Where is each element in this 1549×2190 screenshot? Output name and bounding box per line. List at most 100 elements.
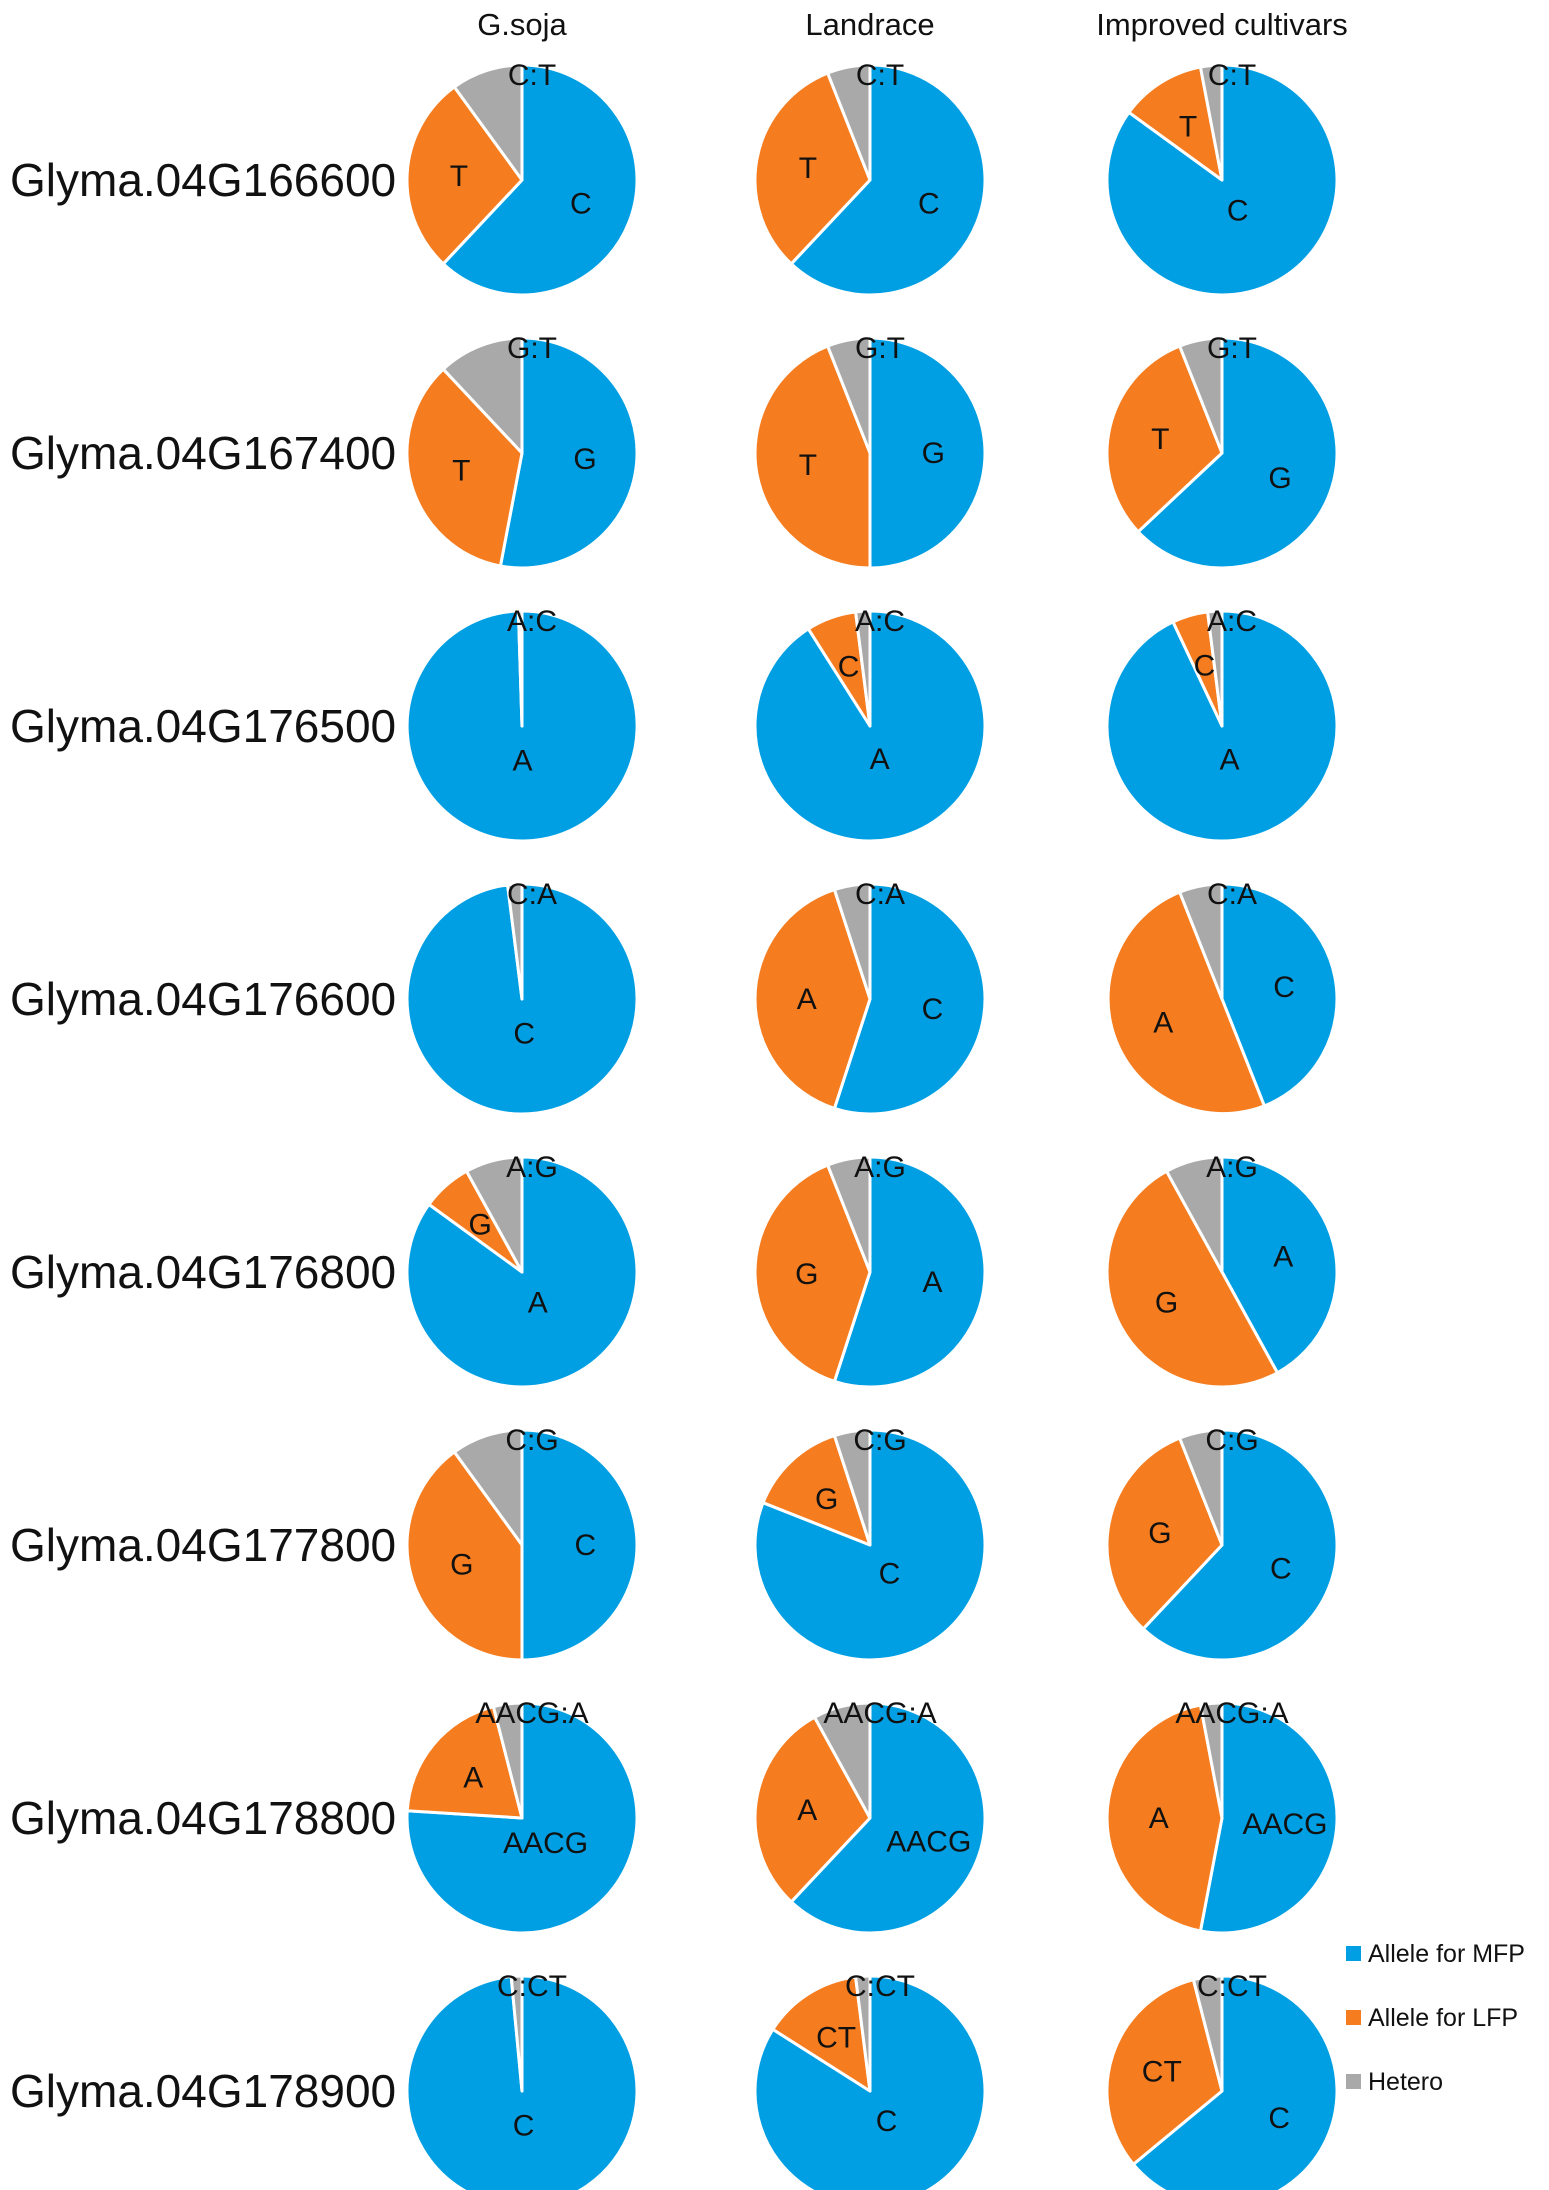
slice-hetero — [854, 609, 872, 728]
gene-label: Glyma.04G166600 — [10, 154, 396, 206]
slice-label-mfp: C — [876, 2105, 898, 2138]
slice-lfp — [771, 1975, 872, 2093]
slice-mfp — [832, 1155, 987, 1389]
slice-label-mfp: C — [513, 2110, 535, 2143]
slice-lfp — [753, 888, 872, 1110]
slice-hetero — [1178, 1428, 1224, 1547]
slice-label-hetero: C:A — [1207, 878, 1257, 911]
pie-gsoja: A G A:G — [405, 1151, 639, 1389]
pie-gsoja: G T G:T — [405, 332, 639, 570]
slice-label-mfp: C — [1273, 971, 1295, 1004]
pie-improved: C T C:T — [1105, 59, 1339, 297]
gene-label: Glyma.04G178800 — [10, 1792, 396, 1844]
slice-label-hetero: C:T — [508, 59, 556, 92]
slice-lfp — [1127, 65, 1224, 182]
slice-label-hetero: C:T — [856, 59, 904, 92]
slice-label-hetero: A:G — [1206, 1151, 1258, 1184]
gene-row: Glyma.04G176600 C C:A C A C:A C A C:A — [10, 878, 1339, 1116]
slice-label-mfp: C — [574, 1529, 596, 1562]
slice-label-lfp: G — [1148, 1517, 1171, 1550]
legend-swatch-mfp — [1346, 1946, 1361, 1961]
legend: Allele for MFP Allele for LFP Hetero — [1346, 1940, 1525, 2096]
slice-label-mfp: G — [922, 437, 945, 470]
pie-gsoja: A A:C — [405, 605, 639, 843]
slice-label-lfp: T — [1179, 111, 1197, 144]
slice-label-lfp: A — [797, 1794, 817, 1827]
slice-label-hetero: AACG:A — [823, 1697, 936, 1730]
slice-label-mfp: AACG — [1242, 1808, 1327, 1841]
slice-label-hetero: AACG:A — [1175, 1697, 1288, 1730]
slice-hetero — [813, 1701, 872, 1820]
slice-label-mfp: AACG — [886, 1825, 971, 1858]
gene-label: Glyma.04G177800 — [10, 1519, 396, 1571]
pie-improved: AACG A AACG:A — [1105, 1697, 1339, 1935]
slice-label-lfp: T — [799, 152, 817, 185]
slice-mfp — [1105, 63, 1339, 297]
legend-swatch-lfp — [1346, 2010, 1361, 2025]
gene-row: Glyma.04G176800 A G A:G A G A:G A G A:G — [10, 1151, 1339, 1389]
pie-gsoja: C C:CT — [405, 1970, 639, 2190]
slice-label-hetero: AACG:A — [475, 1697, 588, 1730]
pie-gsoja: C T C:T — [405, 59, 639, 297]
slice-label-hetero: A:C — [855, 605, 905, 638]
gene-row: Glyma.04G178900 C C:CT C CT C:CT C CT C:CT — [10, 1970, 1339, 2190]
slice-lfp — [753, 71, 872, 266]
slice-mfp — [1136, 336, 1339, 570]
slice-hetero — [441, 336, 524, 455]
slice-mfp — [1198, 1701, 1339, 1935]
slice-mfp — [1220, 1155, 1339, 1375]
slice-hetero — [452, 1428, 524, 1547]
slice-mfp — [1220, 882, 1339, 1108]
slice-mfp — [832, 882, 987, 1116]
slice-mfp — [868, 336, 987, 570]
slice-hetero — [854, 1974, 872, 2093]
slice-lfp — [1105, 1978, 1224, 2166]
column-header-gsoja: G.soja — [477, 7, 567, 42]
slice-label-lfp: G — [795, 1258, 818, 1291]
slice-hetero — [506, 882, 524, 1001]
slice-label-hetero: G:T — [507, 332, 557, 365]
slice-label-mfp: G — [573, 443, 596, 476]
slice-hetero — [1178, 336, 1224, 455]
gene-row: Glyma.04G178800 AACGAAACG:AAACGAAACG:AAAC… — [10, 1697, 1339, 1935]
slice-label-mfp: C — [513, 1017, 535, 1050]
slice-lfp — [405, 85, 524, 266]
slice-lfp — [753, 1715, 872, 1904]
slice-lfp — [1105, 1703, 1224, 1933]
pie-gsoja: C C:A — [405, 878, 639, 1116]
slice-hetero — [452, 63, 524, 182]
slice-label-lfp: CT — [816, 2022, 856, 2055]
slice-lfp — [1105, 344, 1224, 534]
slice-hetero — [509, 1974, 524, 2093]
slice-mfp — [441, 63, 639, 297]
slice-hetero — [826, 336, 872, 455]
gene-label: Glyma.04G176500 — [10, 700, 396, 752]
slice-label-lfp: C — [1194, 649, 1216, 682]
slice-hetero — [1198, 63, 1224, 182]
slice-hetero — [1165, 1155, 1224, 1274]
slice-label-mfp: A — [870, 743, 890, 776]
pie-improved: G T G:T — [1105, 332, 1339, 570]
slice-hetero — [1191, 1974, 1224, 2093]
slice-label-mfp: A — [1219, 744, 1239, 777]
pie-landrace: AACG A AACG:A — [753, 1697, 987, 1935]
slice-label-mfp: A — [528, 1287, 548, 1320]
slice-label-hetero: C:CT — [1197, 1970, 1267, 2003]
slice-lfp — [1105, 1169, 1279, 1389]
slice-lfp — [405, 367, 524, 568]
legend-swatch-hetero — [1346, 2074, 1361, 2089]
legend-label-lfp: Allele for LFP — [1368, 2004, 1518, 2032]
pie-improved: A G A:G — [1105, 1151, 1339, 1389]
slice-label-lfp: T — [1151, 423, 1169, 456]
slice-label-lfp: T — [450, 160, 468, 193]
slice-mfp — [1131, 1974, 1339, 2190]
gene-label: Glyma.04G167400 — [10, 427, 396, 479]
slice-label-hetero: G:T — [855, 332, 905, 365]
slice-label-lfp: A — [463, 1762, 483, 1795]
slice-label-lfp: A — [1149, 1802, 1169, 1835]
slice-mfp — [405, 1701, 639, 1935]
slice-label-hetero: C:CT — [497, 1970, 567, 2003]
slice-label-mfp: AACG — [503, 1827, 588, 1860]
gene-label: Glyma.04G178900 — [10, 2065, 396, 2117]
slice-label-lfp: T — [452, 455, 470, 488]
